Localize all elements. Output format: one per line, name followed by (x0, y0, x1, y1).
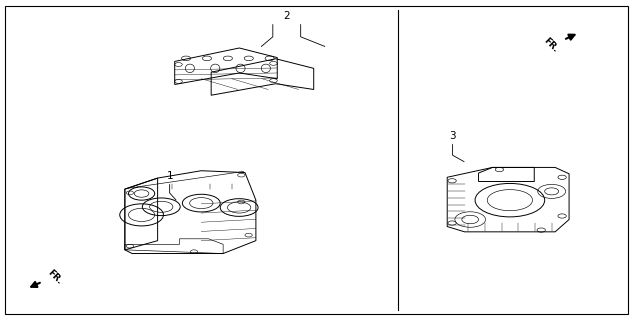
Text: FR.: FR. (542, 36, 560, 54)
Text: FR.: FR. (46, 268, 64, 286)
Text: 1: 1 (166, 171, 173, 181)
Text: 3: 3 (449, 131, 456, 141)
Text: 2: 2 (284, 11, 290, 21)
